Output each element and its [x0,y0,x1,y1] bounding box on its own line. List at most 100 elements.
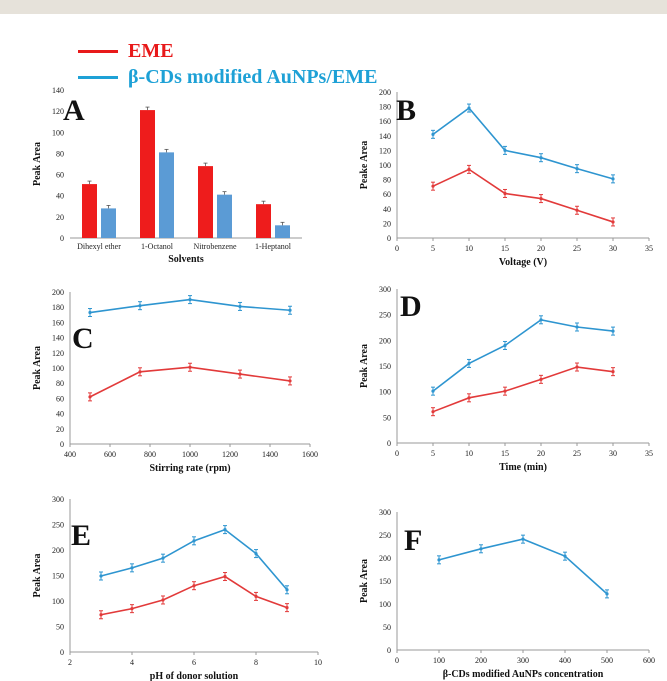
data-point [575,167,579,171]
y-tick-label: 200 [379,554,391,563]
x-tick-label: 0 [395,244,399,253]
x-tick-label: 15 [501,244,509,253]
series-line-b-0 [432,106,614,180]
data-point [521,537,525,541]
x-tick-label: 1400 [262,450,278,459]
panel-label-e: E [71,519,91,552]
y-tick-label: 120 [52,349,64,358]
data-point [288,379,292,383]
data-point [503,191,507,196]
x-tick-label: 4 [130,658,134,667]
x-tick-label: 0 [395,656,399,665]
data-point [188,365,192,369]
y-tick-label: 40 [56,410,64,419]
x-tick-label: 1600 [302,450,318,459]
y-axis-label: Peak Area [32,142,43,186]
data-point [192,539,196,543]
data-point [503,389,507,393]
x-axis-label: Solvents [168,254,204,265]
y-tick-label: 100 [379,600,391,609]
x-tick-label: 800 [144,450,156,459]
y-tick-label: 120 [52,107,64,116]
y-tick-label: 300 [379,285,391,294]
x-tick-label: 20 [537,244,545,253]
x-tick-label: 0 [395,449,399,458]
data-point [611,370,615,374]
y-tick-label: 0 [60,648,64,657]
data-point [88,310,92,315]
x-tick-label: 10 [465,244,473,253]
x-tick-label: 1200 [222,450,238,459]
y-tick-label: 250 [379,531,391,540]
x-tick-label: 8 [254,658,258,667]
panel-label-f: F [404,524,422,557]
x-tick-label: 500 [601,656,613,665]
data-point [285,606,289,610]
data-point [285,588,289,592]
y-tick-label: 250 [379,311,391,320]
data-point [238,304,242,309]
data-point [192,584,196,588]
legend-item-eme: EME [78,38,377,64]
y-tick-label: 100 [52,597,64,606]
x-tick-label: 15 [501,449,509,458]
data-point [467,396,471,400]
bar-a-s0-1 [140,110,155,238]
y-tick-label: 150 [379,577,391,586]
y-tick-label: 150 [379,362,391,371]
y-tick-label: 0 [387,439,391,448]
x-tick-label: 5 [431,244,435,253]
chart-panel-a: 0 20 40 60 80 100 120 140 Peak Area Dihexyl ether… [32,86,302,265]
data-point [223,528,227,532]
series-line-b-1 [432,168,614,223]
y-tick-label: 140 [379,132,391,141]
y-tick-label: 100 [379,161,391,170]
y-tick-label: 20 [56,213,64,222]
series-line-d-0 [432,318,614,392]
x-axis-label: Stirring rate (rpm) [149,463,230,474]
x-tick-label: 10 [314,658,322,667]
x-category-label: 1-Heptanol [255,242,292,251]
y-tick-label: 200 [52,546,64,555]
panel-label-c: C [72,322,94,355]
legend-label-eme: EME [128,39,174,62]
x-tick-label: 100 [433,656,445,665]
x-category-label: 1-Octanol [141,242,174,251]
y-tick-label: 0 [60,234,64,243]
data-point [539,196,543,201]
data-point [254,594,258,599]
x-tick-label: 5 [431,449,435,458]
panel-label-b: B [396,94,416,127]
y-tick-label: 0 [387,234,391,243]
y-axis-label: Peak Area [32,346,43,390]
chart-panel-d: 0 50 100 150 200 250 300 Peak Area 0 5 10 15 20 25 30 3… [359,285,653,473]
data-point [238,372,242,376]
y-tick-label: 180 [379,103,391,112]
data-point [575,365,579,369]
x-tick-label: 30 [609,244,617,253]
data-point [503,148,507,152]
x-tick-label: 600 [104,450,116,459]
data-point [539,377,543,381]
bar-a-s0-3 [256,204,271,238]
data-point [539,318,543,322]
data-point [575,325,579,329]
x-tick-label: 2 [68,658,72,667]
x-tick-label: 300 [517,656,529,665]
data-point [288,308,292,312]
y-tick-label: 50 [383,413,391,422]
data-point [503,343,507,348]
x-tick-label: 400 [64,450,76,459]
y-tick-label: 0 [387,646,391,655]
bar-a-s1-2 [217,194,232,238]
legend-label-aunp: β-CDs modified AuNPs/EME [128,65,378,88]
y-tick-label: 200 [379,336,391,345]
x-category-label: Nitrobenzene [193,242,237,251]
data-point [431,410,435,414]
y-tick-label: 60 [56,394,64,403]
legend-swatch-eme [78,49,118,53]
y-axis-label: Peak Area [32,554,43,598]
x-tick-label: 35 [645,449,653,458]
chart-panel-c: 0 20 40 60 80 100 120 140 160 180 200 Peak Area 400 6… [32,288,318,474]
y-tick-label: 80 [56,149,64,158]
